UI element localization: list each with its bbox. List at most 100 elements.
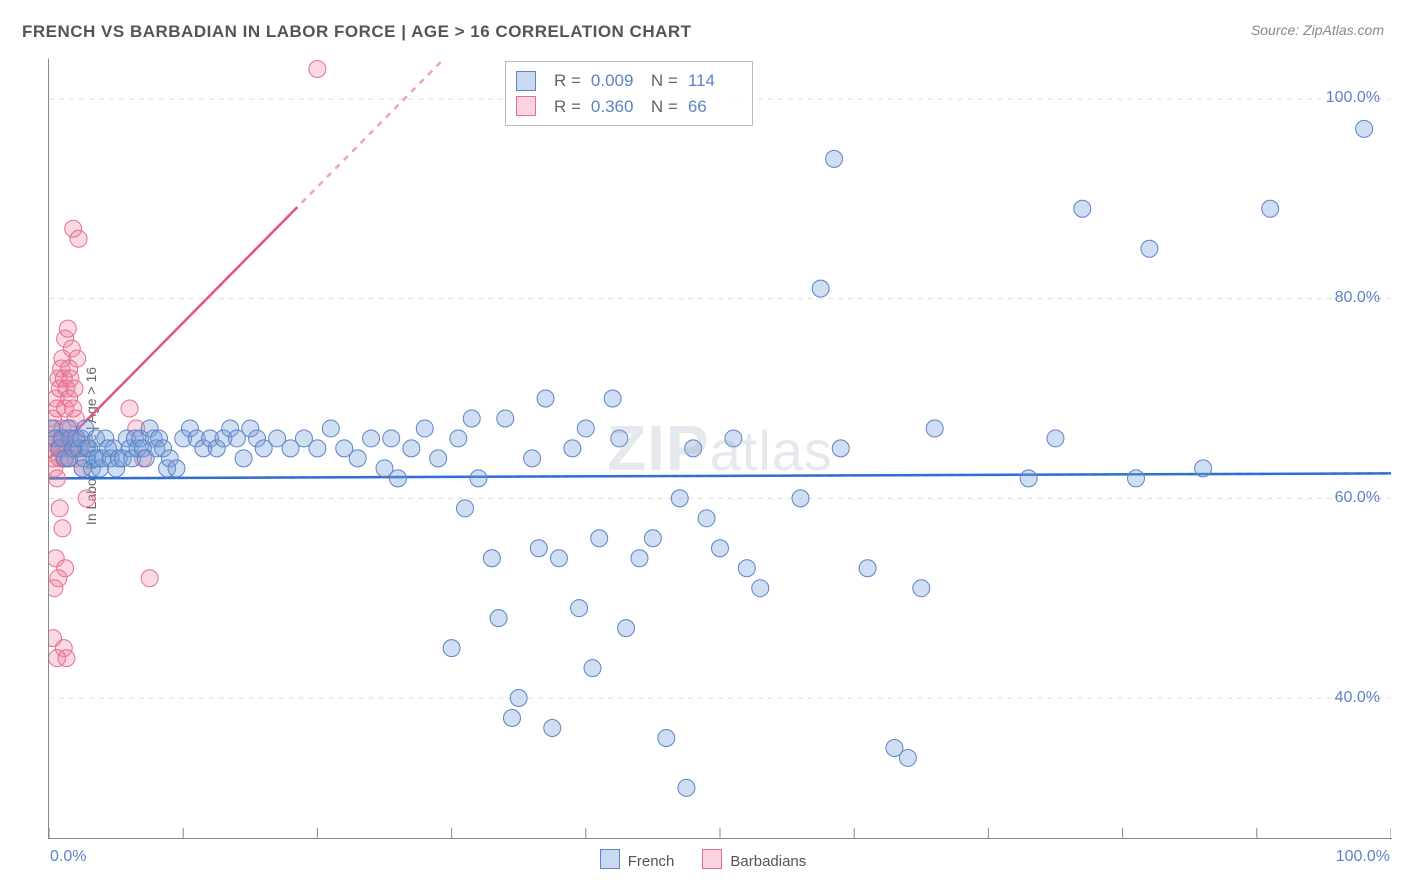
- r-label: R =: [554, 68, 581, 94]
- data-point: [309, 440, 326, 457]
- data-point: [168, 460, 185, 477]
- data-point: [121, 400, 138, 417]
- data-point: [78, 490, 95, 507]
- data-point: [1195, 460, 1212, 477]
- data-point: [544, 720, 561, 737]
- legend-swatch: [516, 96, 536, 116]
- legend-box-row: R = 0.009 N = 114: [516, 68, 738, 94]
- data-point: [1356, 120, 1373, 137]
- data-point: [383, 430, 400, 447]
- n-label: N =: [651, 94, 678, 120]
- data-point: [685, 440, 702, 457]
- chart-source: Source: ZipAtlas.com: [1251, 22, 1384, 38]
- legend-item: Barbadians: [702, 849, 806, 870]
- r-value: 0.360: [591, 94, 641, 120]
- data-point: [66, 380, 83, 397]
- data-point: [792, 490, 809, 507]
- data-point: [530, 540, 547, 557]
- x-tick-label: 100.0%: [1336, 848, 1390, 866]
- data-point: [631, 550, 648, 567]
- data-point: [363, 430, 380, 447]
- data-point: [591, 530, 608, 547]
- data-point: [483, 550, 500, 567]
- data-point: [550, 550, 567, 567]
- data-point: [51, 500, 68, 517]
- data-point: [1128, 470, 1145, 487]
- data-point: [832, 440, 849, 457]
- data-point: [826, 150, 843, 167]
- data-point: [1262, 200, 1279, 217]
- legend-box-row: R = 0.360 N = 66: [516, 94, 738, 120]
- data-point: [738, 560, 755, 577]
- data-point: [403, 440, 420, 457]
- r-label: R =: [554, 94, 581, 120]
- plot-area: ZIPatlas R =0.009N =114R =0.360N =66: [48, 58, 1392, 838]
- data-point: [450, 430, 467, 447]
- trend-line: [49, 473, 1391, 478]
- data-point: [926, 420, 943, 437]
- data-point: [1141, 240, 1158, 257]
- data-point: [812, 280, 829, 297]
- data-point: [725, 430, 742, 447]
- data-point: [711, 540, 728, 557]
- y-tick-label: 80.0%: [1335, 289, 1380, 307]
- data-point: [859, 560, 876, 577]
- correlation-legend-box: R = 0.009 N = 114 R = 0.360 N = 66: [505, 61, 753, 126]
- r-value: 0.009: [591, 68, 641, 94]
- data-point: [564, 440, 581, 457]
- data-point: [463, 410, 480, 427]
- data-point: [48, 580, 63, 597]
- data-point: [571, 600, 588, 617]
- legend-swatch: [516, 71, 536, 91]
- chart-container: FRENCH VS BARBADIAN IN LABOR FORCE | AGE…: [0, 0, 1406, 892]
- data-point: [1074, 200, 1091, 217]
- y-tick-label: 40.0%: [1335, 689, 1380, 707]
- legend-swatch: [600, 849, 620, 869]
- y-tick-label: 60.0%: [1335, 489, 1380, 507]
- data-point: [618, 620, 635, 637]
- data-point: [698, 510, 715, 527]
- legend-item: French: [600, 849, 675, 870]
- data-point: [671, 490, 688, 507]
- data-point: [577, 420, 594, 437]
- data-point: [69, 350, 86, 367]
- data-point: [537, 390, 554, 407]
- data-point: [430, 450, 447, 467]
- data-point: [584, 660, 601, 677]
- data-point: [1020, 470, 1037, 487]
- data-point: [389, 470, 406, 487]
- data-point: [235, 450, 252, 467]
- legend-label: Barbadians: [730, 853, 806, 870]
- data-point: [1047, 430, 1064, 447]
- data-point: [59, 320, 76, 337]
- data-point: [309, 60, 326, 77]
- series-legend: French Barbadians: [0, 849, 1406, 870]
- data-point: [611, 430, 628, 447]
- data-point: [54, 520, 71, 537]
- n-label: N =: [651, 68, 678, 94]
- data-point: [644, 530, 661, 547]
- data-point: [503, 710, 520, 727]
- scatter-plot-svg: [48, 58, 1392, 839]
- data-point: [604, 390, 621, 407]
- data-point: [913, 580, 930, 597]
- data-point: [752, 580, 769, 597]
- data-point: [443, 640, 460, 657]
- data-point: [141, 570, 158, 587]
- data-point: [58, 650, 75, 667]
- data-point: [658, 729, 675, 746]
- data-point: [490, 610, 507, 627]
- chart-title: FRENCH VS BARBADIAN IN LABOR FORCE | AGE…: [22, 22, 692, 42]
- data-point: [524, 450, 541, 467]
- data-point: [678, 779, 695, 796]
- n-value: 66: [688, 94, 738, 120]
- legend-swatch: [702, 849, 722, 869]
- data-point: [497, 410, 514, 427]
- data-point: [416, 420, 433, 437]
- data-point: [899, 749, 916, 766]
- data-point: [470, 470, 487, 487]
- data-point: [510, 690, 527, 707]
- data-point: [457, 500, 474, 517]
- data-point: [349, 450, 366, 467]
- n-value: 114: [688, 68, 738, 94]
